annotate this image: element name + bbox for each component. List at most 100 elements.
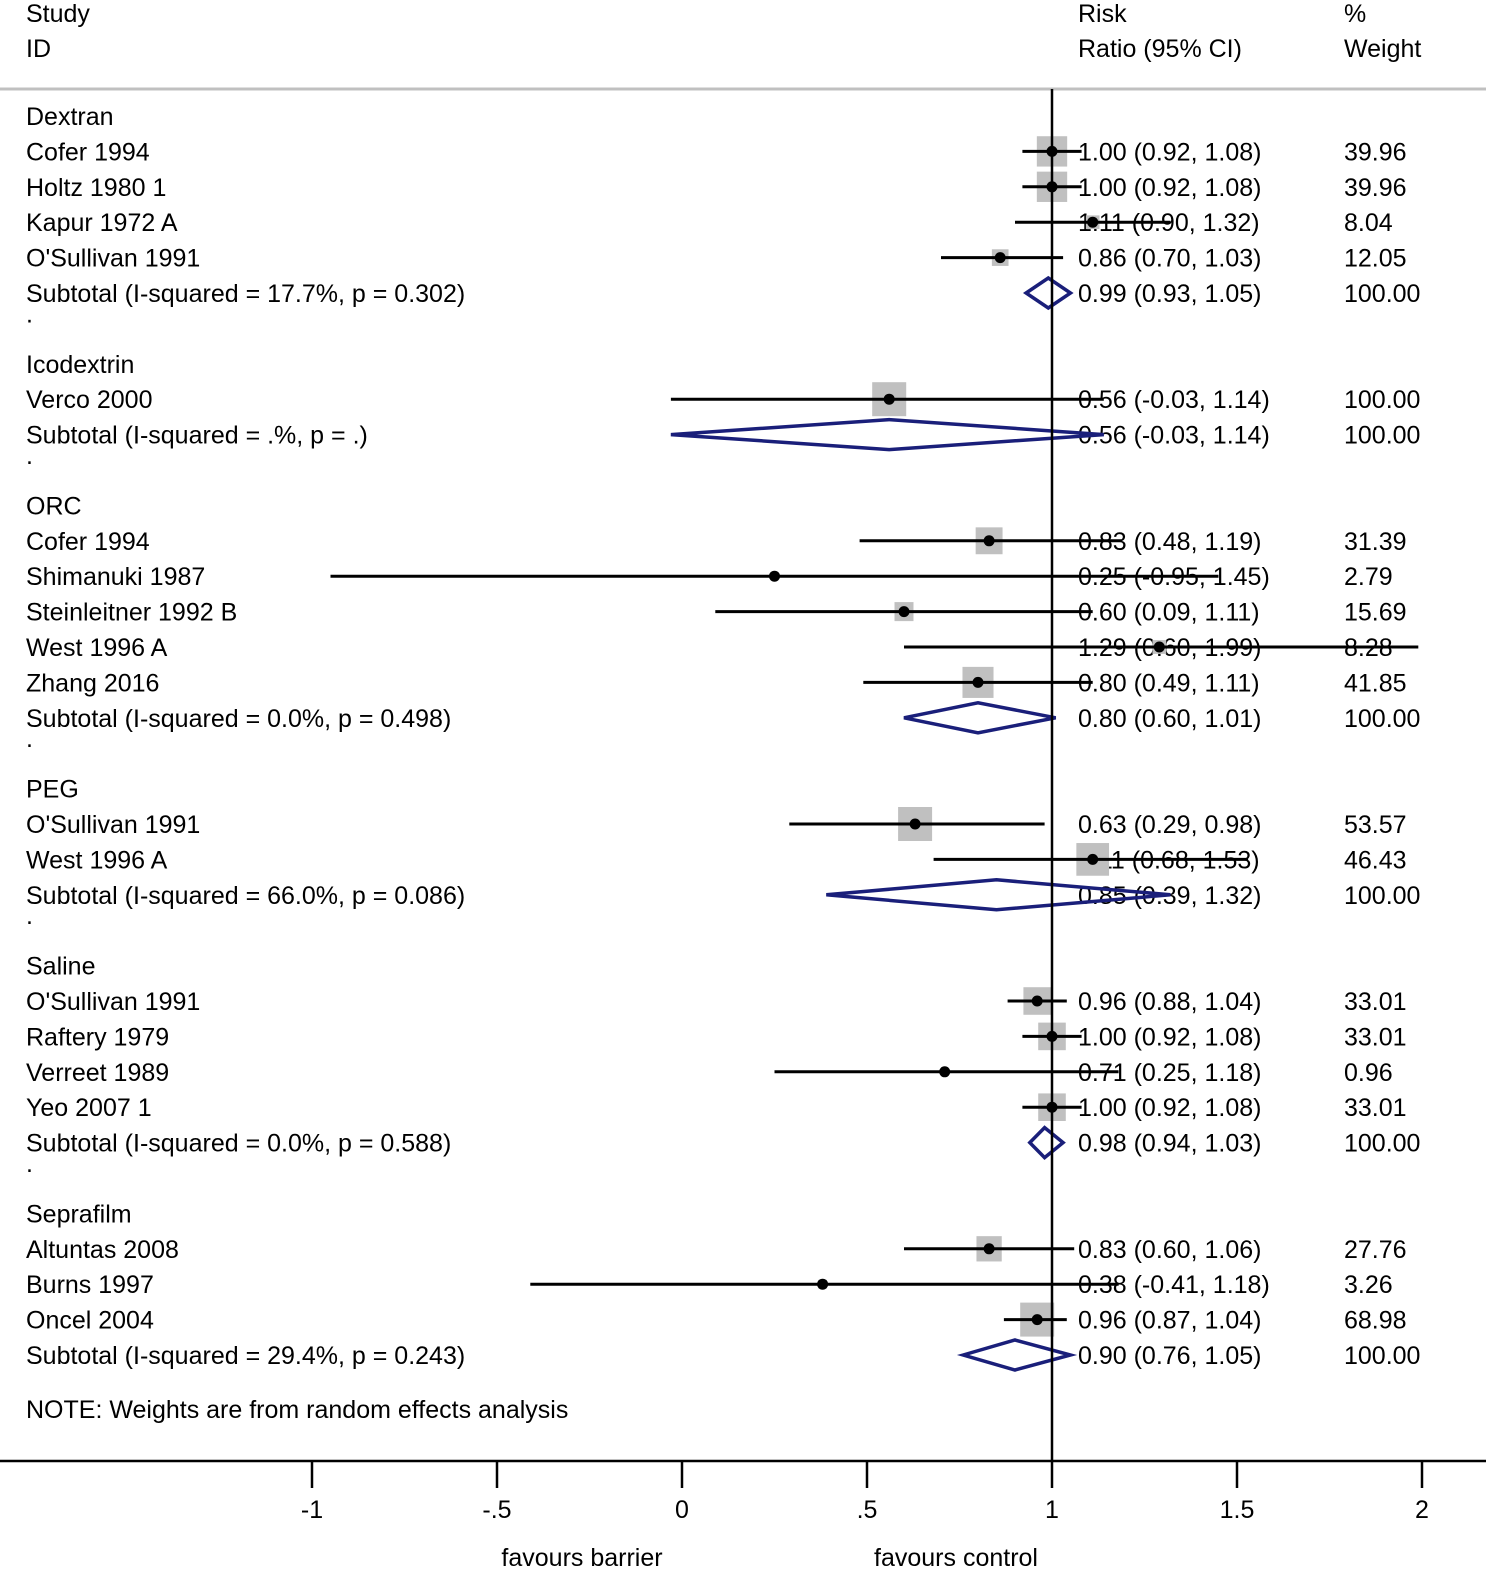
weight-text: 100.00 bbox=[1344, 280, 1420, 308]
study-label: O'Sullivan 1991 bbox=[26, 988, 200, 1016]
x-tick-label: .5 bbox=[857, 1496, 878, 1524]
study-label: Burns 1997 bbox=[26, 1271, 154, 1299]
study-label: Verco 2000 bbox=[26, 386, 153, 414]
study-label: O'Sullivan 1991 bbox=[26, 245, 200, 273]
weight-text: 41.85 bbox=[1344, 669, 1407, 697]
ci-text: 0.56 (-0.03, 1.14) bbox=[1078, 386, 1270, 414]
subtotal-diamond bbox=[826, 878, 1171, 912]
weight-text: 12.05 bbox=[1344, 245, 1407, 273]
weight-text: 100.00 bbox=[1344, 1342, 1420, 1370]
weight-text: 15.69 bbox=[1344, 599, 1407, 627]
ci-text: 1.00 (0.92, 1.08) bbox=[1078, 1094, 1261, 1122]
point-estimate bbox=[898, 606, 910, 618]
weight-text: 68.98 bbox=[1344, 1307, 1407, 1335]
subtotal-label: Subtotal (I-squared = .%, p = .) bbox=[26, 422, 368, 450]
point-estimate bbox=[983, 535, 995, 547]
point-estimate bbox=[909, 818, 921, 830]
subtotal-label: Subtotal (I-squared = 0.0%, p = 0.498) bbox=[26, 705, 451, 733]
spacer-dot: . bbox=[26, 1150, 33, 1178]
subtotal-label: Subtotal (I-squared = 66.0%, p = 0.086) bbox=[26, 882, 465, 910]
study-label: Raftery 1979 bbox=[26, 1023, 169, 1051]
weights-note: NOTE: Weights are from random effects an… bbox=[26, 1396, 568, 1424]
ci-text: 0.80 (0.49, 1.11) bbox=[1078, 669, 1260, 697]
forest-rows: Dextran Cofer 1994 1.00 (0.92, 1.08) 39.96 H… bbox=[26, 103, 1420, 1372]
point-estimate bbox=[1153, 641, 1165, 653]
subtotal-label: Subtotal (I-squared = 0.0%, p = 0.588) bbox=[26, 1130, 451, 1158]
weight-text: 46.43 bbox=[1344, 846, 1407, 874]
weight-text: 33.01 bbox=[1344, 1023, 1407, 1051]
subtotal-label: Subtotal (I-squared = 17.7%, p = 0.302) bbox=[26, 280, 465, 308]
group-label: Saline bbox=[26, 953, 96, 981]
ci-text: 0.96 (0.87, 1.04) bbox=[1078, 1307, 1261, 1335]
point-estimate bbox=[883, 393, 895, 405]
ci-text: 0.86 (0.70, 1.03) bbox=[1078, 245, 1261, 273]
ci-text: 0.90 (0.76, 1.05) bbox=[1078, 1342, 1261, 1370]
point-estimate bbox=[983, 1243, 995, 1255]
group-label: PEG bbox=[26, 776, 79, 804]
point-estimate bbox=[817, 1278, 829, 1290]
x-tick-label: 1 bbox=[1045, 1496, 1059, 1524]
study-label: Kapur 1972 A bbox=[26, 209, 178, 237]
group-label: Seprafilm bbox=[26, 1200, 132, 1228]
ci-text: 1.00 (0.92, 1.08) bbox=[1078, 138, 1261, 166]
study-label: Altuntas 2008 bbox=[26, 1236, 179, 1264]
subtotal-diamond bbox=[1022, 275, 1074, 311]
subtotal-diamond bbox=[1027, 1125, 1066, 1160]
point-estimate bbox=[1031, 995, 1043, 1007]
point-estimate bbox=[1087, 216, 1099, 228]
study-label: Cofer 1994 bbox=[26, 138, 150, 166]
study-label: Verreet 1989 bbox=[26, 1059, 169, 1087]
weight-text: 39.96 bbox=[1344, 138, 1407, 166]
ci-text: 0.96 (0.88, 1.04) bbox=[1078, 988, 1261, 1016]
weight-text: 100.00 bbox=[1344, 882, 1420, 910]
ci-text: 0.60 (0.09, 1.11) bbox=[1078, 599, 1260, 627]
favours-barrier-label: favours barrier bbox=[501, 1544, 662, 1572]
header-percent: % bbox=[1344, 0, 1366, 28]
spacer-dot: . bbox=[26, 902, 33, 930]
ci-text: 0.63 (0.29, 0.98) bbox=[1078, 811, 1261, 839]
point-estimate bbox=[994, 252, 1006, 264]
point-estimate bbox=[939, 1066, 951, 1078]
study-label: West 1996 A bbox=[26, 846, 168, 874]
weight-text: 100.00 bbox=[1344, 1130, 1420, 1158]
x-axis-ticks: -1 -.5 0 .5 1 1.5 2 bbox=[301, 1461, 1429, 1524]
point-estimate bbox=[769, 570, 780, 582]
weight-text: 31.39 bbox=[1344, 528, 1407, 556]
subtotal-diamond bbox=[903, 701, 1057, 735]
study-label: Zhang 2016 bbox=[26, 669, 159, 697]
header-study: Study bbox=[26, 0, 90, 28]
study-label: Shimanuki 1987 bbox=[26, 563, 205, 591]
x-tick-label: -.5 bbox=[482, 1496, 511, 1524]
x-tick-label: 0 bbox=[675, 1496, 689, 1524]
study-label: West 1996 A bbox=[26, 634, 168, 662]
weight-text: 53.57 bbox=[1344, 811, 1407, 839]
favours-control-label: favours control bbox=[874, 1544, 1038, 1572]
study-label: Yeo 2007 1 bbox=[26, 1094, 152, 1122]
ci-text: 0.56 (-0.03, 1.14) bbox=[1078, 422, 1270, 450]
study-label: Oncel 2004 bbox=[26, 1307, 154, 1335]
header-id: ID bbox=[26, 35, 51, 63]
weight-text: 100.00 bbox=[1344, 386, 1420, 414]
ci-text: 0.83 (0.60, 1.06) bbox=[1078, 1236, 1261, 1264]
study-label: Cofer 1994 bbox=[26, 528, 150, 556]
study-label: Holtz 1980 1 bbox=[26, 174, 166, 202]
spacer-dot: . bbox=[26, 725, 33, 753]
weight-text: 100.00 bbox=[1344, 705, 1420, 733]
study-label: Steinleitner 1992 B bbox=[26, 599, 237, 627]
spacer-dot: . bbox=[26, 300, 33, 328]
weight-text: 100.00 bbox=[1344, 422, 1420, 450]
header-risk: Risk bbox=[1078, 0, 1127, 28]
x-tick-label: 2 bbox=[1415, 1496, 1429, 1524]
point-estimate bbox=[972, 676, 984, 688]
x-tick-label: 1.5 bbox=[1220, 1496, 1255, 1524]
group-label: Icodextrin bbox=[26, 351, 134, 379]
x-tick-label: -1 bbox=[301, 1496, 323, 1524]
spacer-dot: . bbox=[26, 442, 33, 470]
ci-text: 0.99 (0.93, 1.05) bbox=[1078, 280, 1261, 308]
study-label: O'Sullivan 1991 bbox=[26, 811, 200, 839]
subtotal-diamond bbox=[670, 417, 1104, 452]
weight-text: 27.76 bbox=[1344, 1236, 1407, 1264]
header-ratio-ci: Ratio (95% CI) bbox=[1078, 35, 1242, 63]
weight-text: 33.01 bbox=[1344, 988, 1407, 1016]
